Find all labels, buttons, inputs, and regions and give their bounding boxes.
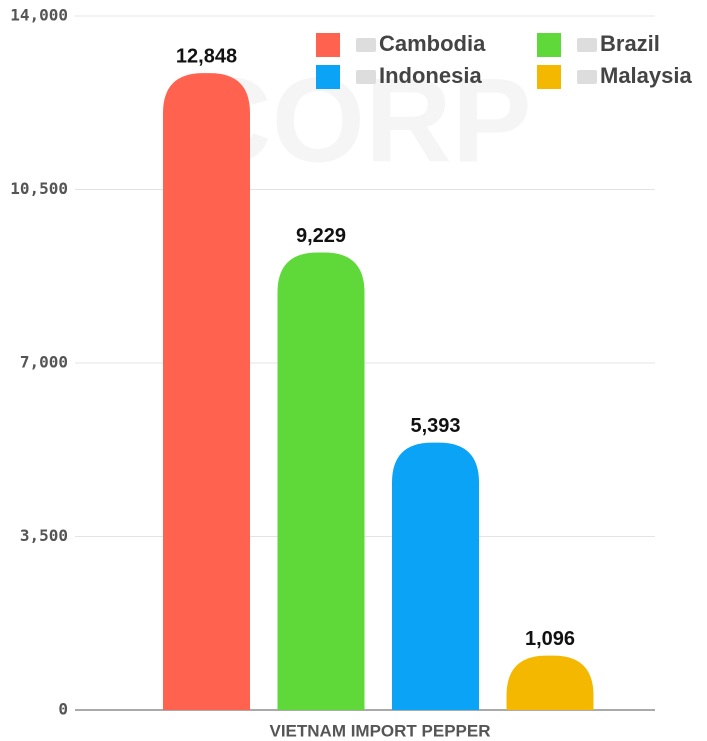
value-label: 12,848 (176, 45, 237, 67)
y-tick-label: 0 (58, 700, 68, 719)
y-tick-label: 10,500 (10, 179, 68, 198)
y-tick-label: 14,000 (10, 6, 68, 25)
legend-flag (356, 70, 376, 84)
legend-swatch (316, 65, 340, 89)
value-label: 1,096 (525, 628, 575, 650)
legend-flag (577, 38, 597, 52)
x-axis-label: VIETNAM IMPORT PEPPER (269, 721, 490, 740)
legend-label: Cambodia (379, 31, 486, 56)
legend-label: Brazil (600, 31, 660, 56)
bar (163, 73, 250, 711)
legend-label: Indonesia (379, 63, 482, 88)
legend-swatch (537, 33, 561, 57)
legend-swatch (316, 33, 340, 57)
legend-flag (356, 38, 376, 52)
bar (506, 655, 594, 710)
y-tick-label: 3,500 (20, 526, 68, 545)
legend-label: Malaysia (600, 63, 692, 88)
bar (392, 442, 479, 710)
value-label: 5,393 (410, 415, 460, 437)
value-label: 9,229 (296, 225, 346, 247)
legend-swatch (537, 65, 561, 89)
bar (277, 252, 365, 710)
y-tick-label: 7,000 (20, 353, 68, 372)
legend-flag (577, 70, 597, 84)
